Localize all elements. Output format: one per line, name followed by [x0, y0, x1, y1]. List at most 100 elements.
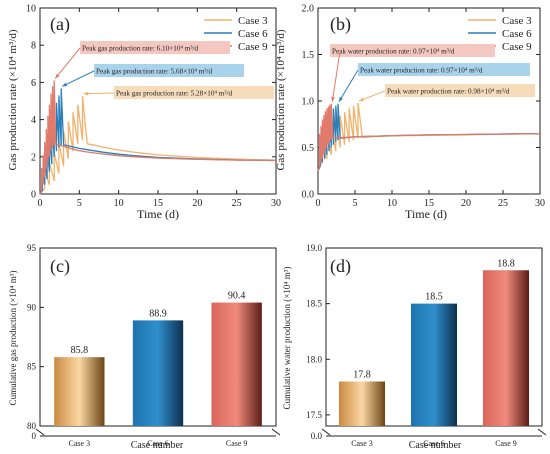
- x-tick-label: Case 6: [147, 439, 169, 448]
- callout-arrow: [331, 50, 341, 102]
- callout-arrowhead: [55, 73, 60, 79]
- y-tick-label: 1.0: [302, 97, 315, 108]
- x-tick-label: 10: [387, 198, 397, 209]
- bar-value-label: 85.8: [71, 345, 89, 356]
- x-tick-label: 15: [153, 198, 163, 209]
- y-tick-label: 0: [31, 190, 36, 201]
- y-tick-label: 1.5: [302, 50, 315, 61]
- bar-value-label: 18.8: [497, 258, 515, 269]
- y-axis-label-a: Gas production rate (×10⁴ m³/d): [7, 29, 19, 170]
- x-tick-label: 0: [38, 198, 43, 209]
- legend-entry: Case 6: [238, 28, 268, 40]
- legend-entry: Case 3: [502, 15, 532, 27]
- panel-d: 17.5 18.0 18.5 19.0 0.0 17.8 Case 3 18.5 Case 6 1…: [282, 243, 547, 451]
- y-tick-label: 4: [31, 115, 36, 126]
- axis-break-mark: [321, 428, 331, 436]
- callout-box: [330, 44, 495, 57]
- x-tick-label: Case 9: [495, 439, 517, 448]
- x-tick-label: Case 6: [423, 439, 445, 448]
- x-tick-label: 5: [353, 198, 358, 209]
- callout-arrow: [54, 47, 81, 79]
- series-line-case-6: [39, 88, 277, 195]
- callout-arrowhead: [83, 91, 89, 96]
- callout-text: Peak water production rate: 0.97×10⁴ m³/…: [332, 48, 455, 56]
- y-tick-label-zero: 0: [32, 431, 37, 441]
- callout-arrow: [358, 90, 386, 102]
- callout-arrowhead: [62, 82, 68, 87]
- axis-break-mark: [537, 428, 547, 436]
- bar-value-label: 17.8: [353, 370, 371, 381]
- bar-case-3: [54, 357, 105, 426]
- bar-value-label: 88.9: [149, 308, 167, 319]
- x-tick-label: Case 3: [69, 439, 91, 448]
- y-tick-label: 90: [27, 302, 37, 312]
- axis-break-mark: [35, 428, 45, 436]
- y-tick-label: 85: [27, 362, 37, 372]
- x-axis-label-b: Time (d): [405, 207, 447, 221]
- x-tick-label: 0: [316, 198, 321, 209]
- callout-text: Peak water production rate: 0.97×10⁴ m³/…: [360, 67, 483, 75]
- x-tick-label: 25: [232, 198, 242, 209]
- y-axis-label-d: Cumulative water production (×10⁴ m³): [282, 267, 292, 410]
- callout-text: Peak gas production rate: 5.68×10⁴ m³/d: [96, 68, 213, 76]
- callout-box: [80, 41, 230, 54]
- y-tick-label: 18.0: [306, 354, 322, 364]
- bar-case-3: [338, 381, 386, 426]
- x-tick-label: 20: [192, 198, 202, 209]
- y-tick-label: 17.5: [306, 410, 322, 420]
- callout-box: [385, 84, 535, 97]
- x-tick-label: 10: [114, 198, 124, 209]
- y-axis-label-c: Cumulative gas production (×10⁴ m³): [8, 271, 18, 406]
- x-axis-label-a: Time (d): [137, 207, 179, 221]
- bar-case-9: [482, 270, 530, 426]
- bar-value-label: 90.4: [228, 291, 246, 302]
- callout-box: [114, 86, 274, 99]
- y-tick-label: 2: [31, 152, 36, 163]
- y-tick-label: 2.0: [302, 4, 315, 15]
- x-axis-label-c: Case number: [131, 440, 184, 451]
- callout-arrowhead: [331, 96, 335, 102]
- y-tick-label: 0.0: [302, 190, 315, 201]
- callout-text: Peak gas production rate: 6.10×10⁴ m³/d: [82, 45, 199, 53]
- panel-label-d: (d): [330, 256, 351, 277]
- y-tick-label: 19.0: [306, 243, 322, 253]
- callout-text: Peak gas production rate: 5.28×10⁴ m³/d: [116, 90, 233, 98]
- callout-box: [94, 64, 244, 77]
- axis-break-mark: [271, 428, 281, 436]
- x-tick-label: 30: [271, 198, 281, 209]
- y-tick-label: 80: [27, 421, 37, 431]
- callout-arrowhead: [339, 96, 343, 102]
- callout-arrowhead: [359, 97, 364, 102]
- y-tick-label: 8: [31, 41, 36, 52]
- legend-entry: Case 9: [502, 41, 532, 53]
- panel-label-a: (a): [50, 14, 70, 35]
- y-tick-label-zero: 0.0: [311, 431, 323, 441]
- y-tick-label: 10: [26, 4, 36, 15]
- x-tick-label: Case 3: [351, 439, 373, 448]
- x-tick-label: 30: [535, 198, 545, 209]
- x-tick-label: Case 9: [226, 439, 248, 448]
- bar-case-6: [410, 303, 458, 426]
- bar-case-9: [211, 302, 262, 426]
- legend-entry: Case 3: [238, 15, 268, 27]
- x-tick-label: 25: [498, 198, 508, 209]
- y-tick-label: 18.5: [306, 299, 322, 309]
- y-tick-label: 0.5: [302, 143, 315, 154]
- series-line-case-3: [39, 95, 277, 195]
- series-line-case-9: [317, 103, 541, 171]
- x-tick-label: 5: [77, 198, 82, 209]
- x-tick-label: 15: [424, 198, 434, 209]
- y-axis-label-b: Gas production rate (×10⁴ m³/d): [275, 29, 287, 170]
- x-tick-label: 20: [461, 198, 471, 209]
- bar-value-label: 18.5: [425, 292, 443, 303]
- panel-label-c: (c): [50, 256, 70, 277]
- callout-box: [358, 63, 530, 76]
- x-axis-label-d: Case number: [409, 440, 462, 451]
- callout-text: Peak water production rate: 0.98×10⁴ m³/…: [387, 88, 510, 96]
- series-line-case-9: [39, 80, 277, 195]
- legend-entry: Case 9: [238, 41, 268, 53]
